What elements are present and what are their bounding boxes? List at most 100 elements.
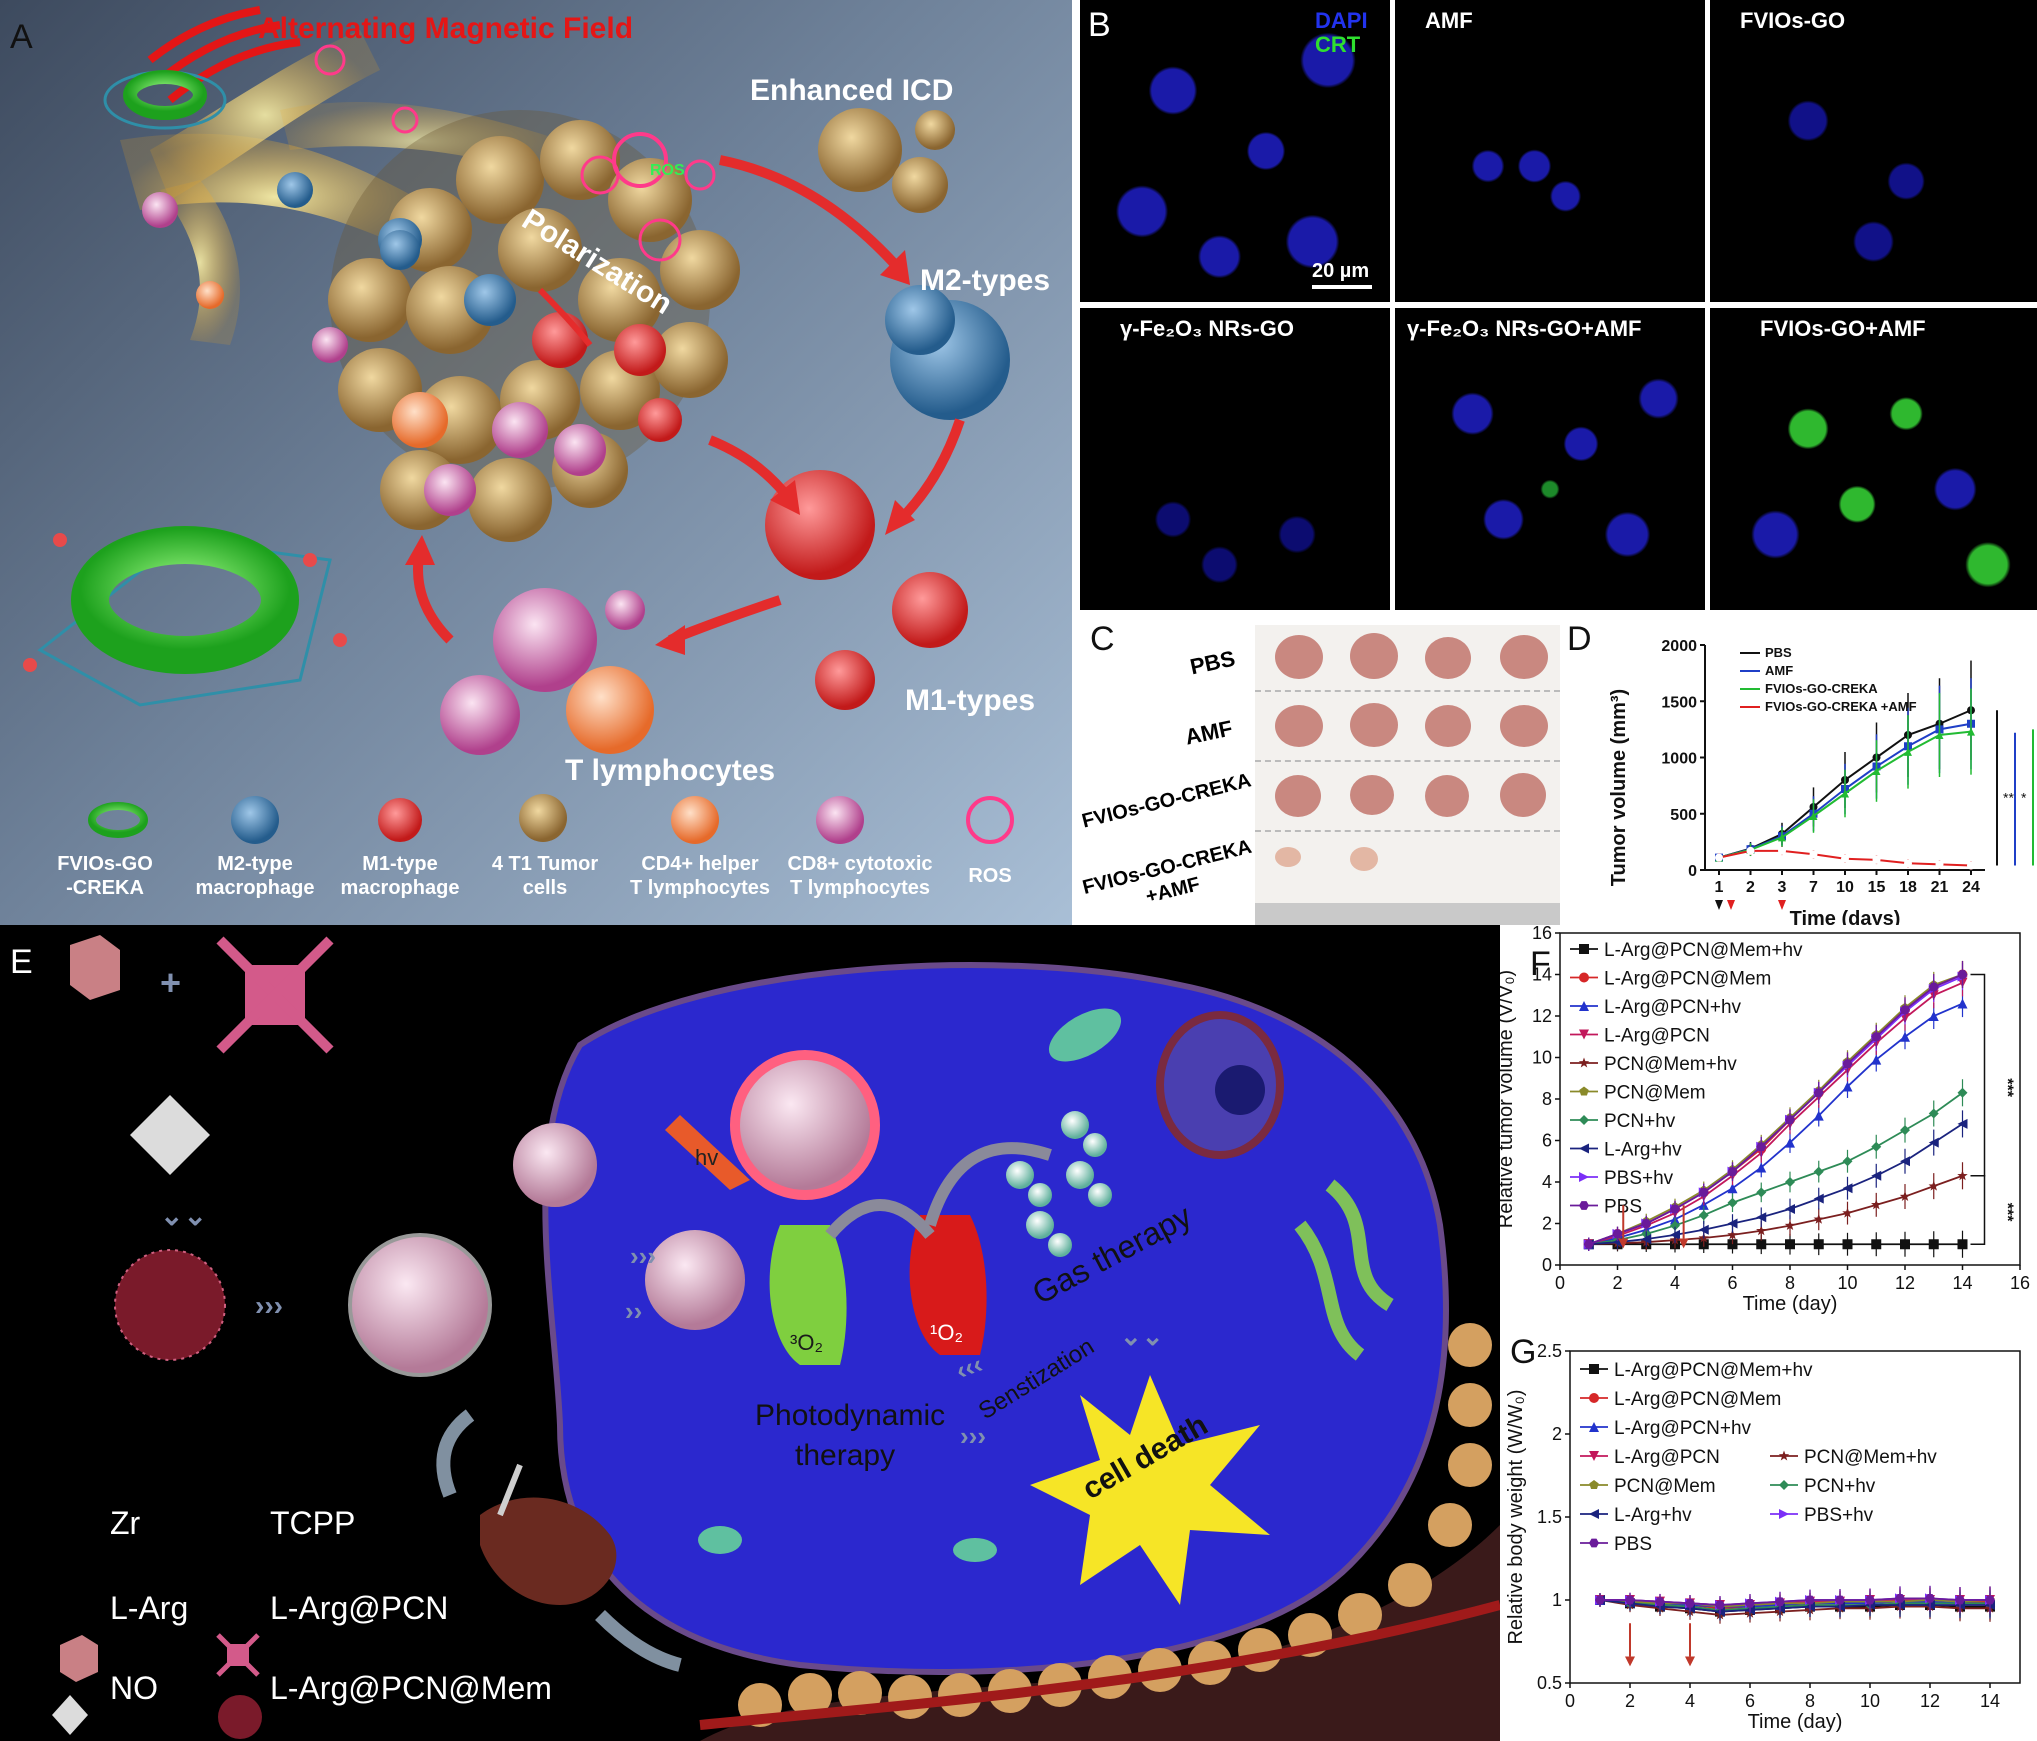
legend-marker [1589, 1393, 1599, 1403]
blue-cell-icon [231, 796, 279, 844]
y-tick-label: 2 [1542, 1214, 1552, 1234]
legend-marker [1579, 1201, 1589, 1210]
orange-cell-icon [671, 796, 719, 844]
m2-text: M2-types [920, 264, 1050, 297]
m1-text: M1-types [905, 684, 1035, 717]
data-point [1785, 1115, 1795, 1125]
data-point [1957, 1239, 1968, 1250]
scale-bar [1312, 285, 1372, 289]
legend-marker [1579, 1172, 1589, 1182]
x-axis-label: Time (days) [1790, 908, 1901, 925]
data-point [1900, 1156, 1910, 1167]
x-tick-label: 4 [1685, 1691, 1695, 1711]
data-point [1745, 1598, 1755, 1608]
cell-title: AMF [1425, 8, 1473, 33]
data-point [1842, 1239, 1853, 1250]
data-point [1655, 1597, 1665, 1606]
series-line [1588, 1092, 1964, 1246]
legend-entry: PCN@Mem [1604, 1083, 1706, 1104]
legend-item-5: CD4+ helper T lymphocytes [629, 853, 771, 899]
data-point [1842, 1081, 1853, 1092]
y-axis-label: Relative tumor volume (V/V₀) [1500, 970, 1517, 1228]
data-point [1935, 860, 1944, 869]
sig-bracket [1970, 1175, 1986, 1245]
data-point [1813, 1213, 1824, 1224]
micro-cell-5: γ-Fe₂O₃ NRs-GO+AMF [1395, 308, 1705, 610]
legend-l-arg-pcn: L-Arg@PCN [270, 1590, 449, 1626]
panel-e-legend: Zr TCPP L-Arg L-Arg@PCN NO L-Arg@PCN@Mem [0, 925, 1500, 1741]
legend-entry: L-Arg@PCN+hv [1614, 1418, 1752, 1439]
x-tick-label: 14 [1952, 1273, 1972, 1293]
data-point [1727, 1239, 1738, 1250]
tcpp-icon [216, 1633, 260, 1677]
legend-marker [1579, 944, 1589, 954]
legend-entry: L-Arg@PCN [1604, 1026, 1710, 1047]
data-point [1871, 1199, 1882, 1210]
data-point [1685, 1598, 1695, 1608]
data-point [1756, 1187, 1767, 1198]
x-tick-label: 6 [1727, 1273, 1737, 1293]
legend-entry: PBS+hv [1804, 1505, 1874, 1526]
legend-entry: PCN+hv [1804, 1476, 1876, 1497]
legend-marker [1589, 1538, 1599, 1548]
data-point [1813, 1088, 1824, 1098]
data-point [1842, 1156, 1853, 1167]
data-point [1785, 1137, 1795, 1148]
x-tick-label: 14 [1980, 1691, 2000, 1711]
data-point [1957, 998, 1968, 1009]
data-point [1871, 1170, 1882, 1181]
legend-tcpp: TCPP [270, 1505, 356, 1541]
data-point [1756, 1162, 1767, 1173]
legend-item-1: FVIOs-GO -CREKA [57, 853, 153, 899]
legend-marker [1779, 1480, 1789, 1490]
data-point [1967, 727, 1975, 736]
y-axis-label: Relative body weight (W/W₀) [1505, 1389, 1527, 1644]
panel-f-label: F [1530, 945, 1551, 983]
data-point [1835, 1595, 1845, 1605]
data-point [1727, 1197, 1738, 1208]
svg-text:›››: ››› [960, 1421, 986, 1451]
x-tick-label: 24 [1962, 879, 1980, 896]
panel-a-label: A [10, 18, 33, 56]
data-point [1698, 1224, 1709, 1235]
panel-d: D 0 500 1000 1500 2000 1 2 3 7 10 15 18 21 24 Time (da… [1565, 620, 2037, 925]
x-tick-label: 10 [1836, 879, 1854, 896]
panel-g: G 0.5 1 1.5 2 2.5 0 2 4 6 8 10 12 14 Time (day) Relati… [1500, 1333, 2037, 1741]
tumor-volume-chart: 0 500 1000 1500 2000 1 2 3 7 10 15 18 21 24 Time (days… [1608, 638, 2034, 925]
data-point [1715, 853, 1723, 862]
y-axis-label: Tumor volume (mm³) [1608, 689, 1630, 886]
legend-item-2: M2-type macrophage [195, 853, 315, 899]
data-point [1871, 1239, 1882, 1250]
legend-zr: Zr [110, 1505, 141, 1541]
micro-cell-1: DAPI CRT 20 µm [1080, 0, 1390, 302]
ros-small-text: ROS [650, 162, 685, 179]
x-tick-label: 3 [1778, 879, 1787, 896]
y-tick-label: 8 [1542, 1089, 1552, 1109]
panel-f: F 0 2 4 6 8 10 12 14 16 0 2 4 6 8 10 12 14 16 Time (day) Re… [1500, 925, 2037, 1333]
icd-text: Enhanced ICD [750, 74, 953, 107]
dose-arrow [1778, 900, 1786, 910]
series-line [1588, 973, 1963, 1246]
svg-text:⌄⌄: ⌄⌄ [160, 1200, 207, 1231]
dose-arrow-head [1685, 1656, 1695, 1667]
data-point [1756, 1212, 1767, 1223]
legend-item-3: M1-type macrophage [340, 853, 460, 899]
data-point [1928, 1180, 1939, 1191]
y-tick-label: 16 [1532, 925, 1552, 943]
legend-marker [1579, 1115, 1589, 1125]
data-point [1641, 1219, 1652, 1228]
x-tick-label: 8 [1805, 1691, 1815, 1711]
data-point [1900, 1005, 1910, 1015]
legend-entry: PBS [1765, 645, 1792, 660]
legend-entry: PBS [1614, 1534, 1652, 1555]
legend-entry: FVIOs-GO-CREKA [1765, 681, 1878, 696]
x-tick-label: 6 [1745, 1691, 1755, 1711]
data-point [1698, 1188, 1709, 1197]
data-point [1813, 1166, 1824, 1177]
svg-text:›››: ››› [255, 1290, 283, 1321]
cell-title: FVIOs-GO [1740, 8, 1846, 33]
data-point [1727, 1183, 1738, 1194]
sig-label: *** [1999, 1203, 2016, 1222]
data-point [1813, 1239, 1824, 1250]
data-point [1698, 1210, 1709, 1221]
